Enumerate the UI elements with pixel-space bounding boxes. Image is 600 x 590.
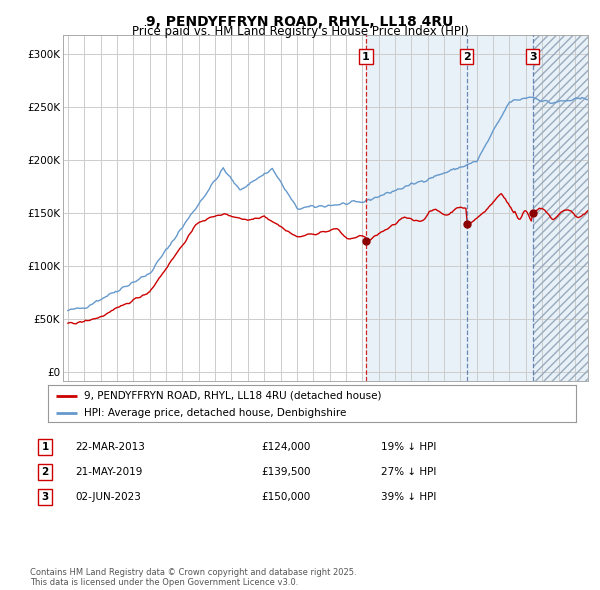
Text: 22-MAR-2013: 22-MAR-2013 xyxy=(75,442,145,451)
Text: 21-MAY-2019: 21-MAY-2019 xyxy=(75,467,142,477)
Text: 02-JUN-2023: 02-JUN-2023 xyxy=(75,493,141,502)
Text: 2: 2 xyxy=(463,51,470,61)
Text: Price paid vs. HM Land Registry's House Price Index (HPI): Price paid vs. HM Land Registry's House … xyxy=(131,25,469,38)
Bar xyxy=(533,35,588,381)
Text: 27% ↓ HPI: 27% ↓ HPI xyxy=(381,467,436,477)
Text: 2: 2 xyxy=(41,467,49,477)
Text: £139,500: £139,500 xyxy=(261,467,311,477)
Text: £124,000: £124,000 xyxy=(261,442,310,451)
Text: 1: 1 xyxy=(41,442,49,451)
Text: 9, PENDYFFRYN ROAD, RHYL, LL18 4RU (detached house): 9, PENDYFFRYN ROAD, RHYL, LL18 4RU (deta… xyxy=(84,391,382,401)
Text: HPI: Average price, detached house, Denbighshire: HPI: Average price, detached house, Denb… xyxy=(84,408,346,418)
Text: 3: 3 xyxy=(41,493,49,502)
Bar xyxy=(366,35,588,381)
Text: £150,000: £150,000 xyxy=(261,493,310,502)
Text: 1: 1 xyxy=(362,51,370,61)
Text: 19% ↓ HPI: 19% ↓ HPI xyxy=(381,442,436,451)
Text: 39% ↓ HPI: 39% ↓ HPI xyxy=(381,493,436,502)
Text: 9, PENDYFFRYN ROAD, RHYL, LL18 4RU: 9, PENDYFFRYN ROAD, RHYL, LL18 4RU xyxy=(146,15,454,29)
Text: Contains HM Land Registry data © Crown copyright and database right 2025.
This d: Contains HM Land Registry data © Crown c… xyxy=(30,568,356,587)
Text: 3: 3 xyxy=(529,51,536,61)
